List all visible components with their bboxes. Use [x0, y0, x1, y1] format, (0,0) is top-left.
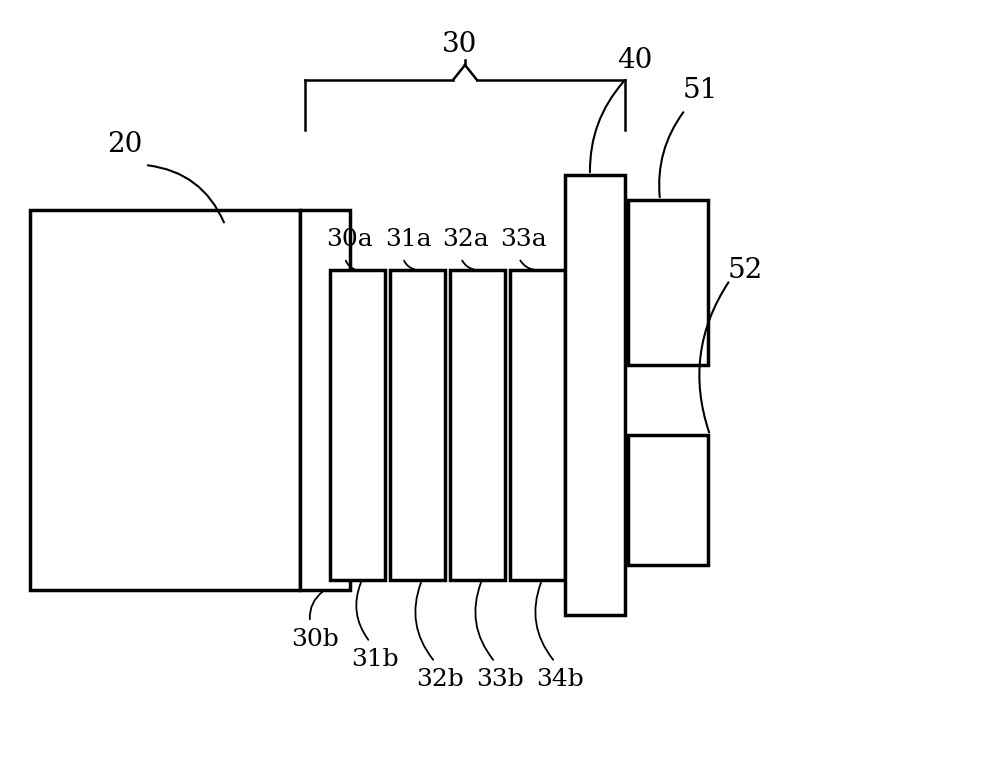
Text: 33b: 33b: [476, 668, 524, 691]
Text: 31a: 31a: [385, 229, 431, 251]
Text: 30b: 30b: [291, 628, 339, 651]
Text: 51: 51: [682, 77, 718, 104]
Text: 30: 30: [442, 31, 478, 58]
Bar: [390, 270, 445, 580]
Bar: [628, 200, 708, 365]
Text: 32b: 32b: [416, 668, 464, 691]
Text: 40: 40: [617, 47, 653, 74]
Text: 32a: 32a: [443, 229, 489, 251]
Bar: [628, 435, 708, 565]
Bar: [30, 210, 300, 590]
Text: 52: 52: [727, 257, 763, 283]
Bar: [565, 175, 625, 615]
Text: 30a: 30a: [327, 229, 373, 251]
Bar: [330, 270, 385, 580]
Bar: [510, 270, 565, 580]
Text: 33a: 33a: [501, 229, 547, 251]
Bar: [450, 270, 505, 580]
Text: 34b: 34b: [536, 668, 584, 691]
Bar: [300, 210, 350, 590]
Text: 20: 20: [107, 131, 143, 158]
Text: 31b: 31b: [351, 648, 399, 671]
